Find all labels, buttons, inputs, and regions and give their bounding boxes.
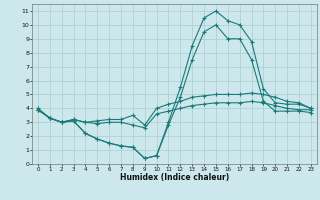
X-axis label: Humidex (Indice chaleur): Humidex (Indice chaleur)	[120, 173, 229, 182]
